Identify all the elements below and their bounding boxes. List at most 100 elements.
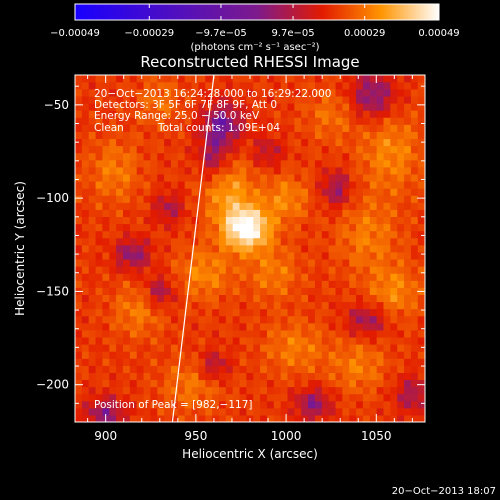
heatmap-cell xyxy=(266,258,275,267)
heatmap-cell xyxy=(239,365,247,373)
heatmap-cell xyxy=(150,166,158,175)
heatmap-cell xyxy=(129,188,138,196)
heatmap-cell xyxy=(157,344,165,352)
heatmap-cell xyxy=(184,372,193,381)
heatmap-cell xyxy=(266,75,275,83)
heatmap-cell xyxy=(280,166,289,175)
heatmap-cell xyxy=(75,173,83,182)
heatmap-cell xyxy=(157,329,165,338)
heatmap-cell xyxy=(218,280,227,288)
heatmap-cell xyxy=(314,166,323,175)
heatmap-cell xyxy=(109,195,117,203)
heatmap-cell xyxy=(191,273,200,281)
heatmap-cell xyxy=(397,344,405,352)
heatmap-cell xyxy=(232,216,241,225)
heatmap-cell xyxy=(198,152,206,161)
heatmap-cell xyxy=(349,188,357,196)
heatmap-cell xyxy=(129,251,138,260)
heatmap-cell xyxy=(253,251,261,260)
heatmap-cell xyxy=(308,88,316,97)
heatmap-cell xyxy=(287,145,295,154)
heatmap-cell xyxy=(301,280,309,288)
heatmap-cell xyxy=(287,329,295,338)
heatmap-cell xyxy=(177,372,186,381)
heatmap-cell xyxy=(122,102,131,111)
heatmap-cell xyxy=(95,223,104,232)
heatmap-cell xyxy=(349,329,357,338)
heatmap-cell xyxy=(116,372,124,381)
heatmap-cell xyxy=(205,159,213,168)
heatmap-cell xyxy=(246,393,254,402)
heatmap-cell xyxy=(191,173,200,182)
heatmap-cell xyxy=(122,372,131,381)
heatmap-cell xyxy=(335,209,343,218)
heatmap-cell xyxy=(136,102,145,111)
heatmap-cell xyxy=(164,180,172,189)
heatmap-cell xyxy=(109,145,117,154)
heatmap-cell xyxy=(362,393,371,402)
heatmap-cell xyxy=(417,195,425,203)
heatmap-cell xyxy=(170,244,179,253)
heatmap-cell xyxy=(75,322,83,331)
heatmap-cell xyxy=(177,266,186,274)
heatmap-cell xyxy=(404,280,412,288)
heatmap-cell xyxy=(301,372,309,381)
heatmap-cell xyxy=(294,131,302,140)
heatmap-cell xyxy=(122,117,131,125)
heatmap-cell xyxy=(404,202,412,210)
heatmap-cell xyxy=(157,152,165,161)
heatmap-cell xyxy=(88,266,97,274)
heatmap-cell xyxy=(314,294,323,303)
heatmap-cell xyxy=(273,131,282,140)
heatmap-cell xyxy=(397,372,405,381)
heatmap-cell xyxy=(308,414,316,422)
heatmap-cell xyxy=(95,372,104,381)
heatmap-cell xyxy=(342,95,350,104)
heatmap-cell xyxy=(417,166,425,175)
heatmap-cell xyxy=(75,145,83,154)
heatmap-cell xyxy=(314,110,323,118)
heatmap-cell xyxy=(205,230,213,239)
heatmap-cell xyxy=(328,244,337,253)
heatmap-cell xyxy=(273,266,282,274)
heatmap-cell xyxy=(390,251,398,260)
heatmap-cell xyxy=(308,131,316,140)
heatmap-cell xyxy=(314,301,323,310)
heatmap-cell xyxy=(225,301,234,310)
heatmap-cell xyxy=(95,308,104,317)
heatmap-cell xyxy=(349,308,357,317)
heatmap-cell xyxy=(75,358,83,366)
heatmap-cell xyxy=(287,173,295,182)
heatmap-cell xyxy=(253,414,261,422)
heatmap-cell xyxy=(205,102,213,111)
heatmap-cell xyxy=(356,336,364,345)
heatmap-cell xyxy=(342,294,350,303)
heatmap-cell xyxy=(404,216,412,225)
heatmap-cell xyxy=(404,336,412,345)
heatmap-cell xyxy=(342,393,350,402)
heatmap-cell xyxy=(184,393,193,402)
heatmap-cell xyxy=(342,188,350,196)
heatmap-cell xyxy=(376,266,385,274)
heatmap-cell xyxy=(321,301,330,310)
heatmap-cell xyxy=(170,344,179,352)
heatmap-cell xyxy=(184,230,193,239)
observation-info: 20−Oct−2013 16:24:28.000 to 16:29:22.000… xyxy=(94,88,331,134)
heatmap-cell xyxy=(273,308,282,317)
heatmap-cell xyxy=(184,81,193,90)
heatmap-cell xyxy=(253,216,261,225)
heatmap-cell xyxy=(143,152,152,161)
heatmap-cell xyxy=(404,244,412,253)
heatmap-cell xyxy=(397,81,405,90)
heatmap-cell xyxy=(164,273,172,281)
heatmap-cell xyxy=(321,166,330,175)
heatmap-cell xyxy=(150,351,158,359)
heatmap-cell xyxy=(390,131,398,140)
heatmap-cell xyxy=(404,351,412,359)
heatmap-cell xyxy=(102,173,110,182)
heatmap-cell xyxy=(218,322,227,331)
heatmap-cell xyxy=(253,258,261,267)
heatmap-cell xyxy=(349,301,357,310)
heatmap-cell xyxy=(328,173,337,182)
heatmap-cell xyxy=(260,166,268,175)
